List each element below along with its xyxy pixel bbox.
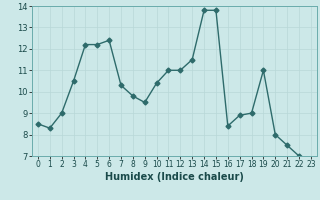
X-axis label: Humidex (Indice chaleur): Humidex (Indice chaleur)	[105, 172, 244, 182]
